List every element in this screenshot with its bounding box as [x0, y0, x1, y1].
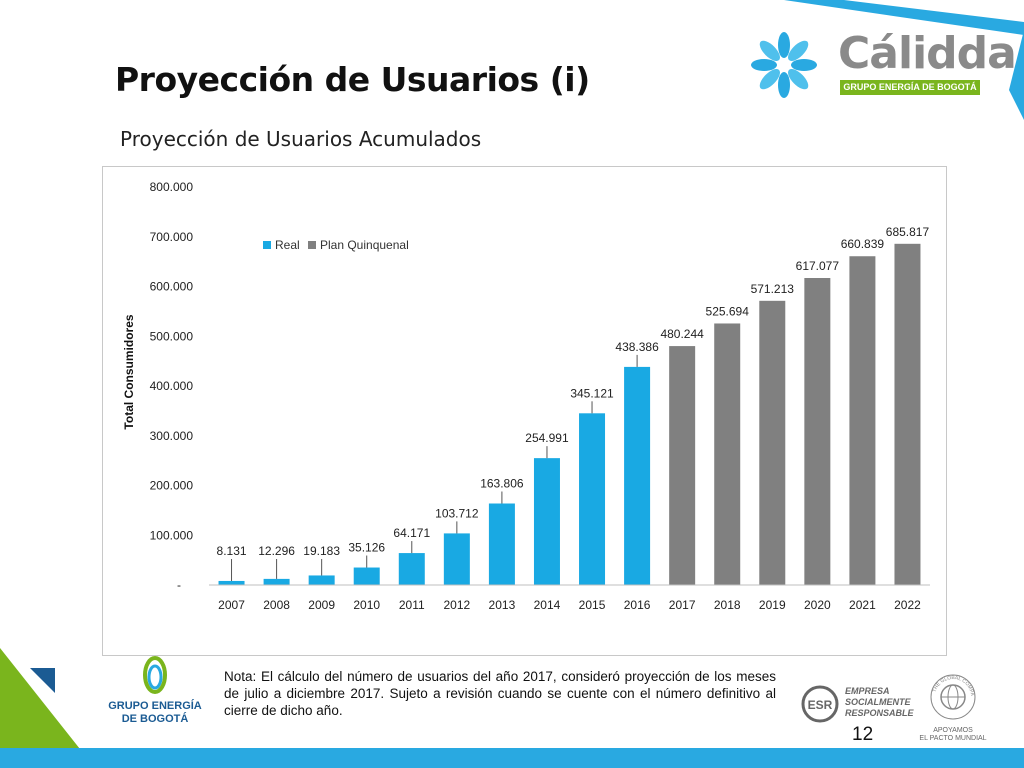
- data-label: 64.171: [393, 526, 430, 540]
- y-tick-label: 500.000: [150, 329, 194, 343]
- y-axis-label: Total Consumidores: [122, 314, 136, 429]
- esr-logo: ESR EMPRESA SOCIALMENTE RESPONSABLE: [800, 684, 914, 724]
- bar-2022: [894, 243, 921, 586]
- x-tick-label: 2021: [849, 598, 876, 612]
- global-compact-logo: THE GLOBAL COMPACT APOYAMOS EL PACTO MUN…: [918, 668, 988, 742]
- legend-swatch-real: [263, 241, 271, 249]
- data-label: 685.817: [886, 225, 930, 239]
- flower-icon: [751, 32, 817, 98]
- x-tick-label: 2010: [353, 598, 380, 612]
- bottom-band: [0, 748, 1024, 768]
- bar-2010: [353, 567, 380, 585]
- footnote: Nota: El cálculo del número de usuarios …: [224, 669, 776, 718]
- data-label: 617.077: [796, 259, 840, 273]
- esr-text-2: SOCIALMENTE: [845, 697, 911, 707]
- esr-badge-icon: ESR: [801, 685, 839, 723]
- x-tick-label: 2013: [489, 598, 516, 612]
- bar-2018: [714, 323, 741, 585]
- geb-logo-text-2: DE BOGOTÁ: [121, 713, 189, 725]
- x-tick-label: 2020: [804, 598, 831, 612]
- decorative-stripes: [784, 0, 1024, 120]
- legend-label-plan: Plan Quinquenal: [320, 238, 409, 252]
- bar-2019: [759, 300, 786, 585]
- x-tick-label: 2015: [579, 598, 606, 612]
- bars: 8.131 12.296 19.183 35.126 64.171 103.712 163.…: [217, 225, 930, 586]
- data-label: 19.183: [303, 544, 340, 558]
- bar-2012: [443, 533, 470, 585]
- esr-text-3: RESPONSABLE: [845, 708, 914, 718]
- y-tick-label: 700.000: [150, 230, 194, 244]
- y-tick-label: 400.000: [150, 379, 194, 393]
- x-axis: 2007 2008 2009 2010 2011 2012 2013 2014 2015 2016…: [209, 584, 930, 612]
- esr-text-1: EMPRESA: [845, 686, 890, 696]
- x-tick-label: 2012: [443, 598, 470, 612]
- page-title: Proyección de Usuarios (i): [115, 60, 590, 99]
- x-tick-label: 2011: [399, 598, 425, 612]
- bar-2008: [263, 578, 290, 585]
- data-label: 163.806: [480, 477, 524, 491]
- legend: Real Plan Quinquenal: [263, 238, 409, 252]
- brand-tagline: GRUPO ENERGÍA DE BOGOTÁ: [840, 80, 980, 95]
- brand-name: Cálidda: [838, 28, 1017, 79]
- geb-swirl-icon: [143, 656, 167, 694]
- bar-2007: [218, 580, 245, 585]
- data-label: 12.296: [258, 544, 295, 558]
- bar-2015: [579, 413, 606, 585]
- data-label: 103.712: [435, 506, 479, 520]
- gc-text-1: APOYAMOS: [933, 727, 973, 734]
- legend-label-real: Real: [275, 238, 300, 252]
- data-label: 660.839: [841, 237, 885, 251]
- y-tick-label: 800.000: [150, 180, 194, 194]
- bar-2017: [669, 346, 696, 585]
- geb-logo: GRUPO ENERGÍA DE BOGOTÁ: [100, 655, 210, 735]
- data-label: 480.244: [660, 327, 704, 341]
- bar-2014: [533, 458, 560, 585]
- x-tick-label: 2022: [894, 598, 921, 612]
- bar-2021: [849, 256, 876, 585]
- data-label: 345.121: [570, 386, 614, 400]
- x-tick-label: 2007: [218, 598, 245, 612]
- data-label: 525.694: [706, 304, 750, 318]
- x-tick-label: 2018: [714, 598, 741, 612]
- data-label: 8.131: [217, 544, 247, 558]
- x-tick-label: 2019: [759, 598, 786, 612]
- y-axis: - 100.000 200.000 300.000 400.000 500.000 600.…: [150, 180, 194, 592]
- globe-icon: THE GLOBAL COMPACT: [926, 668, 976, 720]
- x-tick-label: 2009: [308, 598, 335, 612]
- bar-2020: [804, 278, 831, 585]
- bar-2016: [624, 366, 651, 585]
- y-tick-label: 300.000: [150, 429, 194, 443]
- y-tick-label: 200.000: [150, 479, 194, 493]
- bar-2009: [308, 575, 335, 585]
- chart-frame: - 100.000 200.000 300.000 400.000 500.000 600.…: [102, 166, 947, 656]
- data-label: 35.126: [348, 541, 385, 555]
- legend-swatch-plan: [308, 241, 316, 249]
- x-tick-label: 2014: [534, 598, 561, 612]
- gc-text-2: EL PACTO MUNDIAL: [919, 735, 987, 742]
- page-number: 12: [852, 724, 874, 745]
- x-tick-label: 2008: [263, 598, 290, 612]
- esr-badge-text: ESR: [808, 698, 833, 712]
- y-tick-label: 600.000: [150, 280, 194, 294]
- calidda-logo: Cálidda GRUPO ENERGÍA DE BOGOTÁ: [746, 28, 1017, 108]
- data-label: 571.213: [751, 282, 795, 296]
- bottom-left-decoration: [0, 648, 95, 768]
- x-tick-label: 2017: [669, 598, 696, 612]
- geb-logo-text-1: GRUPO ENERGÍA: [108, 700, 202, 712]
- bar-chart: - 100.000 200.000 300.000 400.000 500.000 600.…: [122, 180, 930, 612]
- y-tick-label: -: [177, 578, 181, 592]
- x-tick-label: 2016: [624, 598, 651, 612]
- data-label: 254.991: [525, 431, 569, 445]
- y-tick-label: 100.000: [150, 528, 194, 542]
- data-label: 438.386: [615, 340, 659, 354]
- bar-2011: [398, 553, 425, 585]
- page-subtitle: Proyección de Usuarios Acumulados: [120, 127, 482, 151]
- bar-2013: [488, 503, 515, 585]
